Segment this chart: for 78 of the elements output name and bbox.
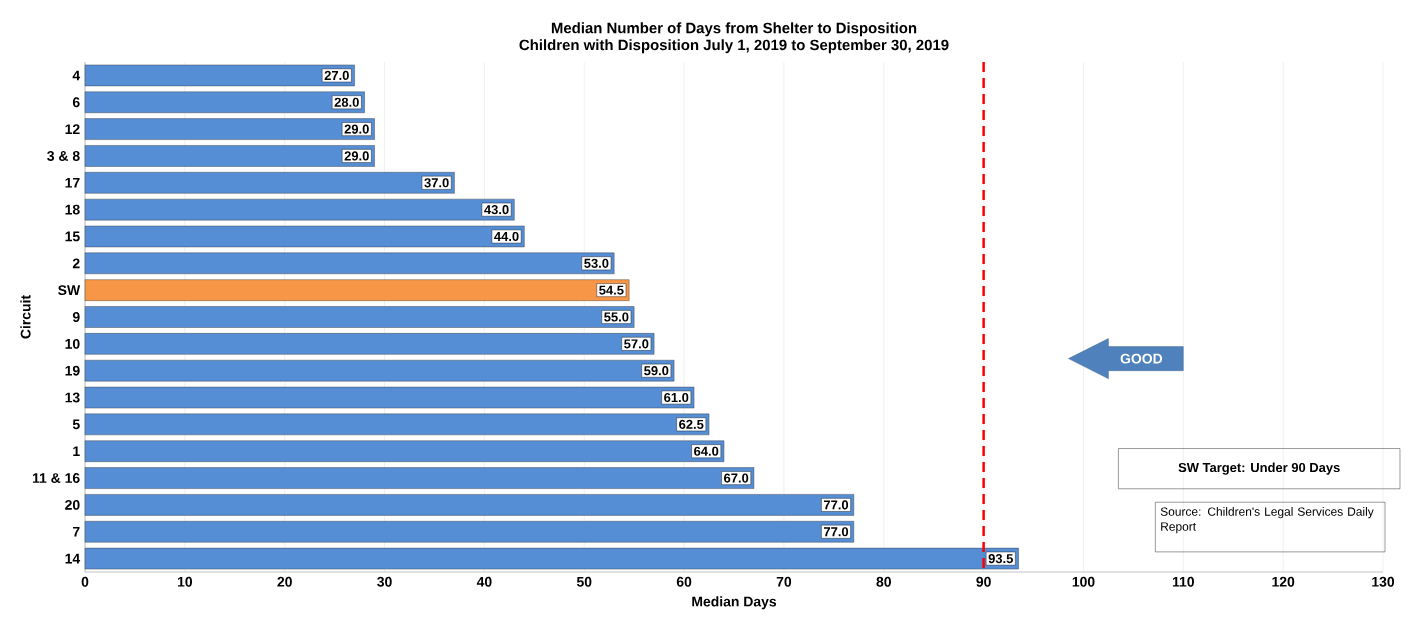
data-label: 37.0 xyxy=(424,178,449,188)
data-label: 77.0 xyxy=(823,500,849,510)
y-tick-label: 14 xyxy=(65,553,81,564)
y-tick-label: 13 xyxy=(65,392,80,403)
y-tick-label: 12 xyxy=(65,124,80,134)
data-label: 43.0 xyxy=(484,205,509,215)
y-tick-label: SW xyxy=(58,285,81,296)
y-tick-label: 9 xyxy=(72,312,80,322)
bar xyxy=(84,547,1019,570)
data-label: 53.0 xyxy=(584,258,609,268)
annotation: Source: Children's Legal Services Daily Report xyxy=(1160,507,1374,534)
bar xyxy=(84,252,615,275)
x-axis-title: Median Days xyxy=(692,596,777,610)
data-label: 93.5 xyxy=(988,553,1013,564)
bar xyxy=(84,198,515,221)
y-tick-label: 18 xyxy=(65,204,80,215)
y-tick-label: 5 xyxy=(72,419,80,430)
x-tick-label: 20 xyxy=(277,576,292,587)
y-tick-label: 2 xyxy=(72,258,80,269)
x-tick-label: 110 xyxy=(1172,576,1194,587)
data-label: 29.0 xyxy=(344,124,369,134)
y-tick-label: 4 xyxy=(72,70,81,81)
bar xyxy=(84,64,355,87)
y-tick-label: 11 & 16 xyxy=(32,473,80,483)
annotation: GOOD xyxy=(1120,353,1163,364)
bar xyxy=(84,521,855,543)
bar xyxy=(84,172,455,194)
bar xyxy=(84,359,675,382)
x-tick-label: 30 xyxy=(377,576,392,587)
data-label: 64.0 xyxy=(694,446,719,456)
y-tick-label: 19 xyxy=(65,365,80,376)
bar xyxy=(84,145,375,167)
x-tick-label: 130 xyxy=(1372,576,1395,587)
bar xyxy=(84,225,525,248)
data-label: 59.0 xyxy=(644,366,669,376)
x-tick-label: 60 xyxy=(676,576,692,587)
x-tick-label: 100 xyxy=(1072,576,1095,587)
bar xyxy=(84,386,695,409)
data-label: 29.0 xyxy=(344,151,369,161)
bar xyxy=(84,333,655,355)
data-label: 62.5 xyxy=(679,419,704,429)
bar xyxy=(84,91,365,113)
data-label: 44.0 xyxy=(494,231,519,242)
y-tick-label: 15 xyxy=(65,231,80,242)
x-tick-label: 80 xyxy=(876,576,891,587)
y-tick-label: 20 xyxy=(65,499,80,510)
chart-subtitle: Children with Disposition July 1, 2019 to September 30, 2019 xyxy=(519,39,949,54)
data-label: 77.0 xyxy=(823,527,849,537)
y-tick-label: 3 & 8 xyxy=(47,150,80,161)
data-label: 28.0 xyxy=(334,97,359,107)
y-tick-label: 17 xyxy=(65,178,80,188)
x-tick-label: 70 xyxy=(776,576,792,587)
data-label: 55.0 xyxy=(604,312,629,322)
x-tick-label: 40 xyxy=(476,576,492,587)
data-label: 27.0 xyxy=(324,70,349,80)
y-tick-label: 7 xyxy=(72,526,80,537)
y-tick-label: 1 xyxy=(73,446,80,457)
x-tick-label: 10 xyxy=(177,576,193,587)
bar xyxy=(84,279,630,301)
bar xyxy=(84,467,755,489)
bar xyxy=(84,440,725,462)
bar xyxy=(84,306,635,328)
bar xyxy=(84,118,375,140)
y-axis-title: Circuit xyxy=(20,295,31,339)
chart-title: Median Number of Days from Shelter to Disposition xyxy=(551,22,917,37)
x-tick-label: 90 xyxy=(976,576,991,587)
data-label: 67.0 xyxy=(724,473,749,483)
y-tick-label: 6 xyxy=(72,97,80,108)
x-tick-label: 0 xyxy=(81,576,89,587)
data-label: 54.5 xyxy=(599,285,624,295)
bar xyxy=(84,413,710,436)
y-tick-label: 10 xyxy=(65,338,80,349)
data-label: 57.0 xyxy=(624,339,649,349)
annotation: SW Target: Under 90 Days xyxy=(1178,462,1340,475)
x-tick-label: 120 xyxy=(1272,576,1295,587)
data-label: 61.0 xyxy=(664,392,689,403)
x-tick-label: 50 xyxy=(576,576,592,587)
bar xyxy=(84,494,855,516)
